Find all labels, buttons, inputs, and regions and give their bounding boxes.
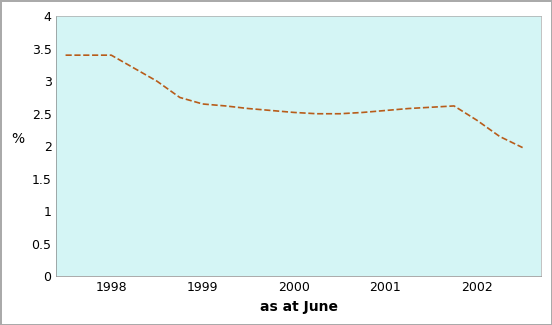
X-axis label: as at June: as at June [259, 300, 338, 314]
Y-axis label: %: % [11, 132, 24, 146]
